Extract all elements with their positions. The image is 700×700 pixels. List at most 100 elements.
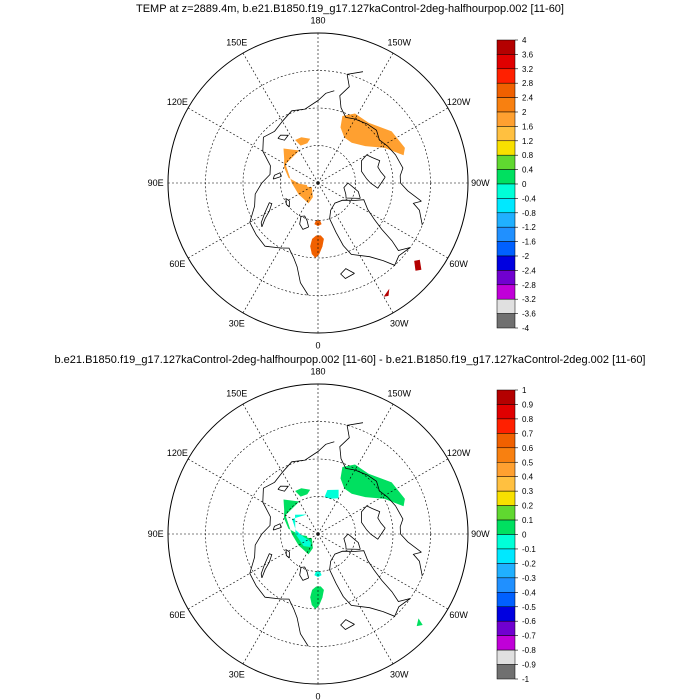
colorbar-label: 0 [522, 531, 527, 540]
data-patch [414, 259, 422, 271]
colorbar-box [496, 111, 516, 127]
colorbar-label: 0 [522, 180, 527, 189]
colorbar-box [496, 418, 516, 434]
colorbar-label: -0.2 [522, 559, 536, 568]
meridian [317, 533, 394, 665]
colorbar-label: -0.1 [522, 545, 536, 554]
coastline [285, 548, 290, 559]
colorbar-label: 0.8 [522, 415, 534, 424]
longitude-label: 60E [169, 259, 185, 269]
colorbar-label: 0.9 [522, 400, 534, 409]
colorbar-box [496, 82, 516, 98]
data-patch [310, 586, 324, 609]
colorbar-box [496, 154, 516, 170]
data-patch [283, 148, 313, 204]
colorbar-label: -3.6 [522, 310, 536, 319]
coastline [272, 172, 282, 180]
longitude-label: 30E [229, 670, 245, 680]
colorbar-box [496, 447, 516, 463]
longitude-label: 120E [167, 97, 188, 107]
meridian [187, 533, 319, 610]
longitude-label: 0 [315, 340, 320, 350]
longitude-label: 150W [387, 37, 411, 47]
colorbar-label: 0.1 [522, 516, 534, 525]
colorbar-label: -1 [522, 675, 530, 684]
colorbar-box [496, 270, 516, 286]
colorbar-box [496, 313, 516, 329]
colorbar-box [496, 389, 516, 405]
colorbar-label: -4 [522, 324, 530, 333]
longitude-label: 60W [449, 259, 468, 269]
coastline [280, 247, 309, 296]
longitude-label: 30W [390, 319, 409, 329]
coastline [260, 553, 273, 579]
longitude-label: 90W [471, 529, 490, 539]
map-border [167, 383, 469, 685]
coastline [343, 182, 361, 199]
colorbar-box [496, 97, 516, 113]
colorbar-label: -1.6 [522, 238, 536, 247]
colorbar-box [496, 534, 516, 550]
colorbar-label: 2.8 [522, 79, 534, 88]
colorbar-label: 3.6 [522, 50, 534, 59]
colorbar-label: -0.8 [522, 209, 536, 218]
colorbar-box [496, 664, 516, 680]
colorbar-box [496, 592, 516, 607]
longitude-label: 30W [390, 670, 409, 680]
latitude-circle [242, 458, 394, 610]
colorbar-box [496, 241, 516, 257]
colorbar-label: 1 [522, 386, 527, 395]
longitude-label: 120W [447, 97, 471, 107]
colorbar-label: 0.3 [522, 487, 534, 496]
colorbar-label: -2 [522, 252, 530, 261]
coastline [249, 441, 335, 600]
colorbar-box [496, 226, 516, 242]
coastline [277, 485, 289, 492]
colorbar-label: -3.2 [522, 295, 536, 304]
colorbar-label: 1.2 [522, 137, 534, 146]
colorbar-box [496, 54, 516, 70]
data-patch [295, 488, 311, 497]
colorbar-label: 0.2 [522, 502, 534, 511]
colorbar-label: 0.4 [522, 166, 534, 175]
coastline [360, 154, 386, 189]
colorbar-box [496, 635, 516, 651]
colorbar-box [496, 462, 516, 477]
coastline [329, 199, 411, 266]
colorbar-box [496, 284, 516, 300]
data-patch [416, 618, 423, 627]
coastline [412, 200, 423, 226]
coastline [277, 134, 289, 141]
coastline [360, 505, 386, 540]
longitude-label: 90W [471, 178, 490, 188]
colorbar-box [496, 620, 516, 636]
colorbar-label: -0.6 [522, 617, 536, 626]
coastline [339, 422, 422, 553]
colorbar-label: 0.6 [522, 444, 534, 453]
coastline [272, 523, 282, 531]
latitude-circle [242, 107, 394, 259]
colorbar-box [496, 649, 516, 665]
longitude-label: 150W [387, 388, 411, 398]
coastline [249, 90, 335, 249]
colorbar-box [496, 212, 516, 228]
colorbar-box [496, 255, 516, 271]
colorbar-box [496, 298, 516, 314]
meridian [317, 182, 394, 314]
colorbar-label: 2.4 [522, 94, 534, 103]
longitude-label: 120W [447, 448, 471, 458]
colorbar-label: 0.4 [522, 473, 534, 482]
coastline [329, 550, 411, 617]
colorbar-box [496, 548, 516, 564]
colorbar-box [496, 39, 516, 55]
meridian [242, 533, 319, 665]
data-patch [292, 514, 311, 547]
map-area [168, 384, 468, 684]
colorbar-box [496, 490, 516, 506]
chart-title: b.e21.B1850.f19_g17.127kaControl-2deg-ha… [55, 354, 646, 366]
colorbar-label: -0.9 [522, 661, 536, 670]
chart-title: TEMP at z=2889.4m, b.e21.B1850.f19_g17.1… [136, 3, 564, 15]
colorbar-box [496, 606, 516, 622]
colorbar-box [496, 563, 516, 579]
